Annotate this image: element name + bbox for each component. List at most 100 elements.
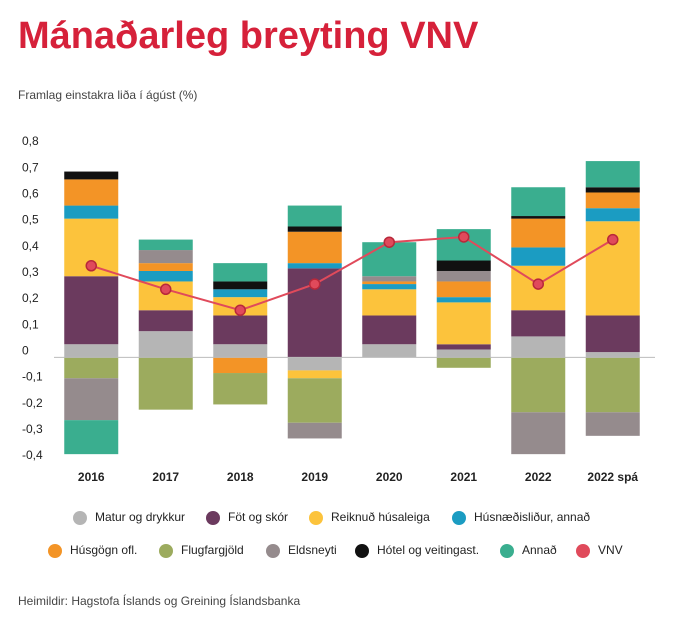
bar-segment [138, 263, 193, 271]
bar-segment [64, 420, 119, 455]
bar-segment [585, 315, 640, 353]
x-tick-label: 2022 [525, 470, 552, 484]
y-tick-label: 0,2 [22, 291, 39, 305]
vnv-point [85, 260, 97, 272]
legend-label: Flugfargjöld [181, 543, 244, 557]
bar-segment [287, 370, 342, 379]
bar-segment [138, 250, 193, 264]
bar-segment [138, 357, 193, 410]
bar-segment [64, 276, 119, 345]
legend-swatch [206, 511, 220, 525]
bar-segment [213, 281, 268, 290]
bar-segment [64, 205, 119, 219]
y-tick-label: 0,5 [22, 213, 39, 227]
bar-segment [362, 344, 417, 358]
legend-swatch [48, 544, 62, 558]
bar-segment [287, 422, 342, 439]
y-tick-label: -0,4 [22, 448, 43, 462]
x-tick-label: 2018 [227, 470, 254, 484]
bar-segment [362, 315, 417, 345]
legend-swatch [73, 511, 87, 525]
legend-swatch [576, 544, 590, 558]
legend-swatch [355, 544, 369, 558]
bar-segment [511, 357, 566, 413]
x-tick-label: 2021 [450, 470, 477, 484]
bar-segment [138, 270, 193, 282]
bar-segment [585, 187, 640, 193]
bar-segment [64, 357, 119, 379]
bar-segment [511, 310, 566, 337]
legend-swatch [159, 544, 173, 558]
x-tick-label: 2019 [301, 470, 328, 484]
y-tick-label: -0,1 [22, 370, 43, 384]
bar-segment [362, 276, 417, 282]
vnv-point [607, 233, 619, 246]
bar-segment [436, 349, 491, 358]
legend-label: Föt og skór [228, 510, 288, 524]
bar-segment [213, 357, 268, 374]
bar-segment [64, 179, 119, 206]
bar-segment [213, 289, 268, 298]
legend-swatch [452, 511, 466, 525]
x-tick-label: 2016 [78, 470, 105, 484]
source: Heimildir: Hagstofa Íslands og Greining … [18, 593, 300, 608]
bar-segment [362, 289, 417, 316]
bar-segment [436, 357, 491, 368]
y-tick-label: 0,1 [22, 317, 39, 331]
bar-segment [138, 310, 193, 332]
vnv-point [532, 278, 544, 290]
chart-title: Mánaðarleg breyting VNV [18, 15, 479, 57]
legend-label: Húsgögn ofl. [70, 543, 137, 557]
bar-segment [287, 205, 342, 227]
legend-label: Hótel og veitingast. [377, 543, 479, 557]
y-tick-label: -0,3 [22, 422, 43, 436]
bar-segment [585, 412, 640, 436]
bar-segment [585, 208, 640, 222]
legend-label: Annað [522, 543, 557, 557]
vnv-point [234, 304, 246, 316]
bar-segment [585, 161, 640, 188]
bar-segment [585, 192, 640, 209]
bar-segment [511, 218, 566, 248]
bar-segment [362, 281, 417, 285]
bar-segment [436, 302, 491, 345]
legend-label: Húsnæðisliður, annað [474, 510, 590, 524]
bar-segment [585, 352, 640, 358]
bar-segment [585, 357, 640, 413]
bar-segment [287, 357, 342, 371]
bar-segment [436, 281, 491, 298]
bar-segment [511, 216, 566, 219]
bar-segment [287, 231, 342, 264]
bar-segment [138, 239, 193, 251]
chart-subtitle: Framlag einstakra liða í ágúst (%) [18, 88, 197, 102]
legend-label: VNV [598, 543, 623, 557]
y-tick-label: 0,3 [22, 265, 39, 279]
legend-swatch [500, 544, 514, 558]
bar-segment [64, 344, 119, 358]
bar-segment [436, 344, 491, 350]
y-tick-label: 0,4 [22, 239, 39, 253]
bar-segment [213, 344, 268, 358]
bar-segment [436, 270, 491, 282]
bar-segment [64, 171, 119, 180]
y-tick-label: 0,8 [22, 134, 39, 148]
bar-segment [436, 260, 491, 271]
bar-segment [287, 226, 342, 232]
legend-label: Eldsneyti [288, 543, 337, 557]
bar-segment [511, 187, 566, 217]
legend-swatch [309, 511, 323, 525]
bar-segment [64, 378, 119, 421]
bar-segment [362, 284, 417, 290]
legend-label: Matur og drykkur [95, 510, 185, 524]
vnv-point [458, 231, 470, 243]
x-tick-label: 2017 [152, 470, 179, 484]
y-tick-label: -0,2 [22, 396, 43, 410]
vnv-point [160, 283, 172, 296]
bar-segment [287, 263, 342, 269]
x-tick-label: 2022 spá [587, 470, 638, 484]
bar-segment [511, 247, 566, 266]
vnv-point [383, 236, 395, 248]
y-tick-label: 0,6 [22, 187, 39, 201]
bar-segment [213, 373, 268, 405]
